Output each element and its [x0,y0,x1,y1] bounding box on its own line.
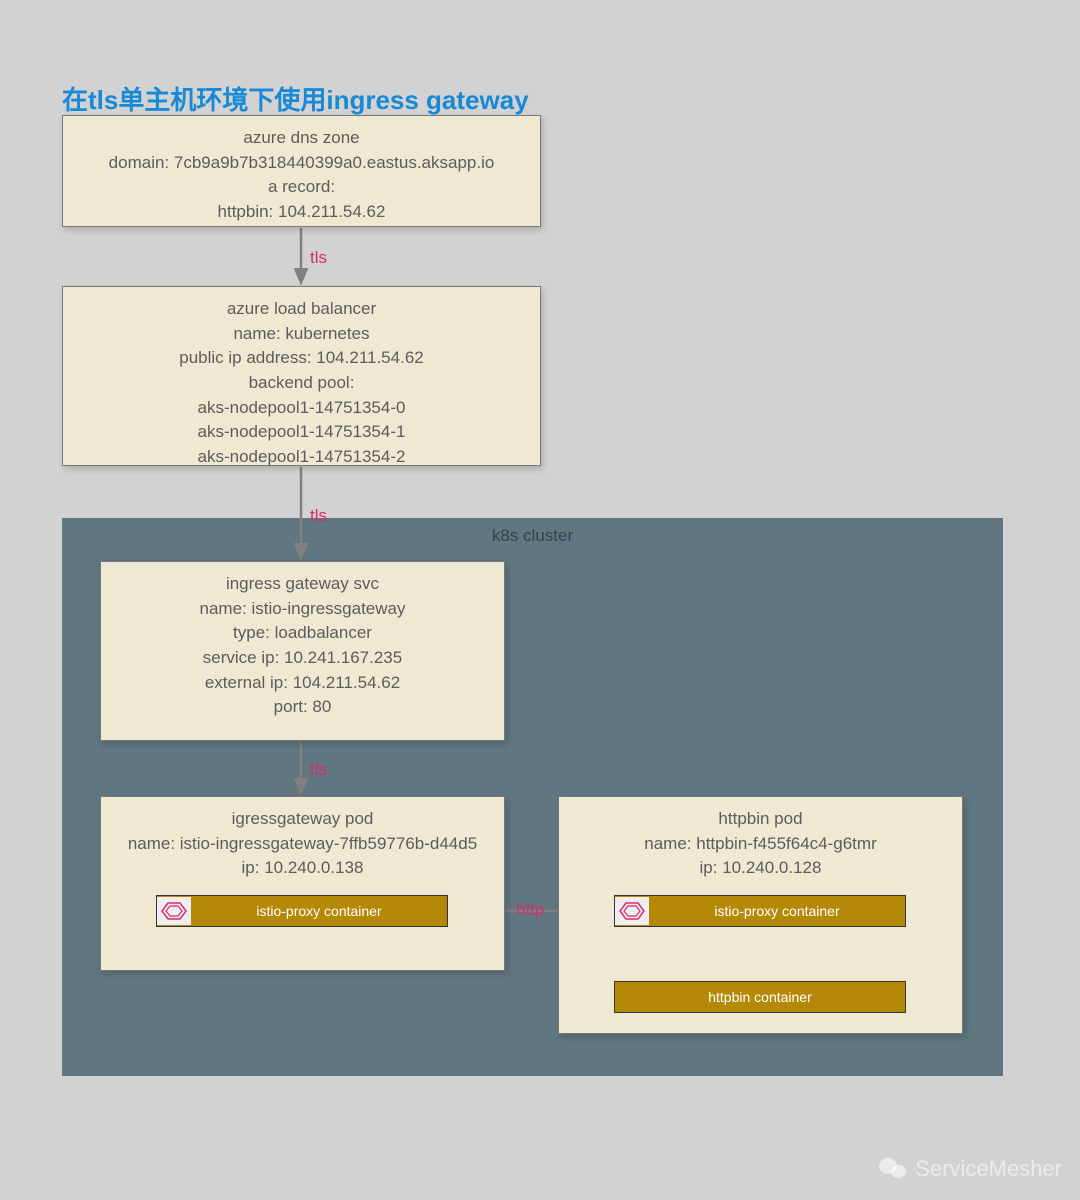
edge-label-tls-3: tls [310,760,327,780]
node-line: name: kubernetes [67,322,536,347]
node-line: aks-nodepool1-14751354-1 [67,420,536,445]
watermark: ServiceMesher [879,1156,1062,1182]
node-line: igressgateway pod [105,807,500,832]
node-line: port: 80 [105,695,500,720]
edge-label-tls-2: tls [310,506,327,526]
node-line: ingress gateway svc [105,572,500,597]
node-line: aks-nodepool1-14751354-0 [67,396,536,421]
container-label: istio-proxy container [649,903,905,919]
node-line: type: loadbalancer [105,621,500,646]
node-line: aks-nodepool1-14751354-2 [67,445,536,470]
node-line: httpbin: 104.211.54.62 [67,200,536,225]
igw-istio-proxy-container: istio-proxy container [156,895,448,927]
node-line: domain: 7cb9a9b7b318440399a0.eastus.aksa… [67,151,536,176]
node-line: name: istio-ingressgateway-7ffb59776b-d4… [105,832,500,857]
ingress-svc-node: ingress gateway svc name: istio-ingressg… [100,561,505,741]
node-line: ip: 10.240.0.138 [105,856,500,881]
edge-label-tls-1: tls [310,248,327,268]
container-label: httpbin container [615,989,905,1005]
watermark-text: ServiceMesher [915,1156,1062,1182]
httpbin-container: httpbin container [614,981,906,1013]
cluster-label: k8s cluster [492,526,573,545]
azure-lb-node: azure load balancer name: kubernetes pub… [62,286,541,466]
hexagon-icon [157,897,191,925]
node-line: a record: [67,175,536,200]
node-line: ip: 10.240.0.128 [563,856,958,881]
diagram-title: 在tls单主机环境下使用ingress gateway [62,80,529,117]
node-line: azure dns zone [67,126,536,151]
node-line: external ip: 104.211.54.62 [105,671,500,696]
container-label: istio-proxy container [191,903,447,919]
ingressgateway-pod-node: igressgateway pod name: istio-ingressgat… [100,796,505,971]
node-line: httpbin pod [563,807,958,832]
azure-dns-node: azure dns zone domain: 7cb9a9b7b31844039… [62,115,541,227]
node-line: backend pool: [67,371,536,396]
node-line: name: httpbin-f455f64c4-g6tmr [563,832,958,857]
httpbin-istio-proxy-container: istio-proxy container [614,895,906,927]
hexagon-icon [615,897,649,925]
node-line: service ip: 10.241.167.235 [105,646,500,671]
wechat-icon [879,1156,909,1182]
edge-label-http-1: http [516,900,544,920]
node-line: name: istio-ingressgateway [105,597,500,622]
node-line: public ip address: 104.211.54.62 [67,346,536,371]
node-line: azure load balancer [67,297,536,322]
